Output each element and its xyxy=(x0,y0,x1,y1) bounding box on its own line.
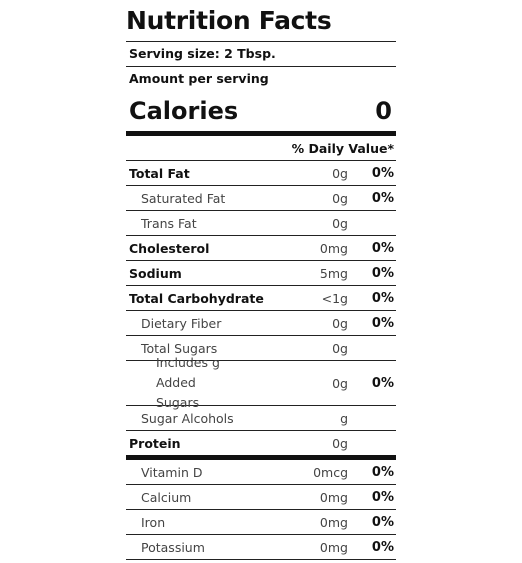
vitamin-name: Calcium xyxy=(141,489,192,505)
nutrient-name: Total Fat xyxy=(129,165,190,181)
nutrient-row-total-fat: Total Fat 0g 0% xyxy=(126,161,396,186)
vitamin-dv: 0% xyxy=(371,464,394,480)
nutrient-amount: 0g xyxy=(332,435,348,451)
amount-per-serving: Amount per serving xyxy=(129,71,269,86)
vitamin-row-vitamin-d: Vitamin D 0mcg 0% xyxy=(126,460,396,485)
nutrient-dv: 0% xyxy=(371,165,394,181)
nutrient-amount: 0g xyxy=(332,340,348,356)
vitamin-row-iron: Iron 0mg 0% xyxy=(126,510,396,535)
nutrient-name: Protein xyxy=(129,435,181,451)
nutrient-name: Trans Fat xyxy=(141,215,197,231)
nutrient-row-saturated-fat: Saturated Fat 0g 0% xyxy=(126,186,396,211)
nutrient-amount: g xyxy=(340,410,348,426)
vitamin-name: Potassium xyxy=(141,539,205,555)
calories-value: 0 xyxy=(375,97,392,125)
nutrient-amount: 0g xyxy=(332,215,348,231)
vitamin-name: Iron xyxy=(141,514,166,530)
nutrient-name: Saturated Fat xyxy=(141,190,226,206)
nutrient-dv: 0% xyxy=(371,240,394,256)
nutrient-amount: 5mg xyxy=(319,265,348,281)
nutrient-amount: 0g xyxy=(332,165,348,181)
nutrient-row-total-sugars: Total Sugars 0g xyxy=(126,336,396,361)
vitamin-amount: 0mcg xyxy=(313,464,348,480)
nutrient-row-trans-fat: Trans Fat 0g xyxy=(126,211,396,236)
nutrient-name: Total Carbohydrate xyxy=(129,290,264,306)
vitamin-row-calcium: Calcium 0mg 0% xyxy=(126,485,396,510)
nutrient-amount: 0g xyxy=(332,375,348,391)
nutrient-name: Cholesterol xyxy=(129,240,210,256)
nutrient-row-total-carbohydrate: Total Carbohydrate <1g 0% xyxy=(126,286,396,311)
nutrient-dv: 0% xyxy=(371,315,394,331)
nutrient-row-added-sugars: Includes g Added Sugars 0g 0% xyxy=(126,355,396,410)
nutrient-name: Sodium xyxy=(129,265,182,281)
nutrient-row-sugar-alcohols: Sugar Alcohols g xyxy=(126,406,396,431)
nutrient-row-cholesterol: Cholesterol 0mg 0% xyxy=(126,236,396,261)
label-title: Nutrition Facts xyxy=(126,6,332,35)
calories-label: Calories xyxy=(129,97,239,125)
nutrient-name: Sugar Alcohols xyxy=(141,410,234,426)
nutrient-dv: 0% xyxy=(371,375,394,391)
vitamin-name: Vitamin D xyxy=(141,464,203,480)
nutrient-name: Total Sugars xyxy=(141,340,218,356)
nutrient-dv: 0% xyxy=(371,265,394,281)
nutrition-facts-label: Nutrition Facts Serving size: 2 Tbsp. Am… xyxy=(126,0,396,560)
nutrient-row-protein: Protein 0g xyxy=(126,431,396,455)
nutrient-row-dietary-fiber: Dietary Fiber 0g 0% xyxy=(126,311,396,336)
serving-size: Serving size: 2 Tbsp. xyxy=(126,42,396,67)
vitamin-dv: 0% xyxy=(371,514,394,530)
nutrient-amount: 0g xyxy=(332,315,348,331)
nutrient-amount: <1g xyxy=(321,290,348,306)
vitamin-row-potassium: Potassium 0mg 0% xyxy=(126,535,396,560)
calories-row: Calories 0 xyxy=(126,91,396,131)
nutrient-row-sodium: Sodium 5mg 0% xyxy=(126,261,396,286)
vitamin-amount: 0mg xyxy=(319,539,348,555)
nutrient-name: Dietary Fiber xyxy=(141,315,222,331)
daily-value-header: % Daily Value* xyxy=(126,136,396,161)
vitamin-dv: 0% xyxy=(371,539,394,555)
nutrient-dv: 0% xyxy=(371,290,394,306)
nutrient-name: Includes g Added Sugars xyxy=(156,355,220,410)
nutrient-amount: 0mg xyxy=(319,240,348,256)
vitamin-amount: 0mg xyxy=(319,489,348,505)
vitamin-dv: 0% xyxy=(371,489,394,505)
nutrient-dv: 0% xyxy=(371,190,394,206)
vitamin-amount: 0mg xyxy=(319,514,348,530)
nutrient-amount: 0g xyxy=(332,190,348,206)
